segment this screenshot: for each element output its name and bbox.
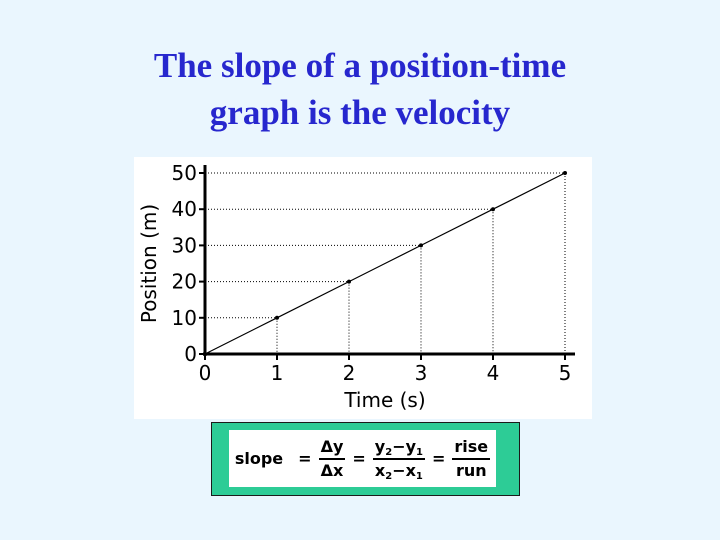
data-point [275,315,279,320]
data-point [491,207,495,212]
formula-rise: rise [452,437,491,460]
formula-x1: x1 [405,460,423,482]
x-axis-label: Time (s) [343,388,425,412]
formula-y-difference: y2−y1 [372,436,425,460]
x-tick-label: 1 [271,361,284,385]
slide-title-line-2: graph is the velocity [209,93,511,132]
formula-y2: y2 [374,436,393,458]
y-tick-label: 30 [172,233,197,257]
y-tick-label: 0 [184,342,197,366]
series-layer [203,171,567,356]
grid-layer [205,172,566,354]
formula-equals-3: = [432,449,446,468]
slope-formula: slope = Δy Δx = y2−y1 x2−x1 = rise run [229,430,496,487]
position-time-chart: 0 1 2 3 4 5 0 10 20 30 40 50 Time (s) Position (m) [134,157,592,419]
x-tick-label: 2 [343,361,356,385]
slide-title-line-1: The slope of a position-time [153,46,567,85]
data-point [203,352,207,356]
y-tick-label: 10 [172,306,197,330]
formula-fraction-rise-run: rise run [452,437,491,480]
formula-fraction-delta: Δy Δx [318,437,346,480]
x-tick-label: 0 [199,361,212,385]
formula-minus-top: − [392,436,406,456]
formula-equals-1: = [298,449,312,468]
slide-title: The slope of a position-time graph is th… [0,42,720,136]
data-point [419,243,423,248]
x-tick-label: 4 [487,361,500,385]
series-line [204,172,566,355]
axis-layer [203,165,575,356]
y-axis-label: Position (m) [137,204,161,323]
y-tick-label: 40 [172,197,197,221]
formula-fraction-coords: y2−y1 x2−x1 [372,436,425,482]
formula-equals-2: = [352,449,366,468]
formula-y1: y1 [405,436,423,458]
formula-x-difference: x2−x1 [373,460,425,482]
y-tick-label: 50 [172,161,197,185]
formula-x2: x2 [374,460,393,482]
formula-delta-y: Δy [318,437,346,460]
x-tick-label: 3 [415,361,428,385]
y-tick-label: 20 [172,270,197,294]
formula-run: run [455,460,487,480]
formula-slope-word: slope [234,449,284,468]
formula-minus-bottom: − [392,460,406,480]
x-tick-label: 5 [559,361,572,385]
data-point [347,279,351,284]
data-point [563,171,567,175]
slope-formula-box: slope = Δy Δx = y2−y1 x2−x1 = rise run [211,422,520,496]
formula-delta-x: Δx [320,460,344,480]
